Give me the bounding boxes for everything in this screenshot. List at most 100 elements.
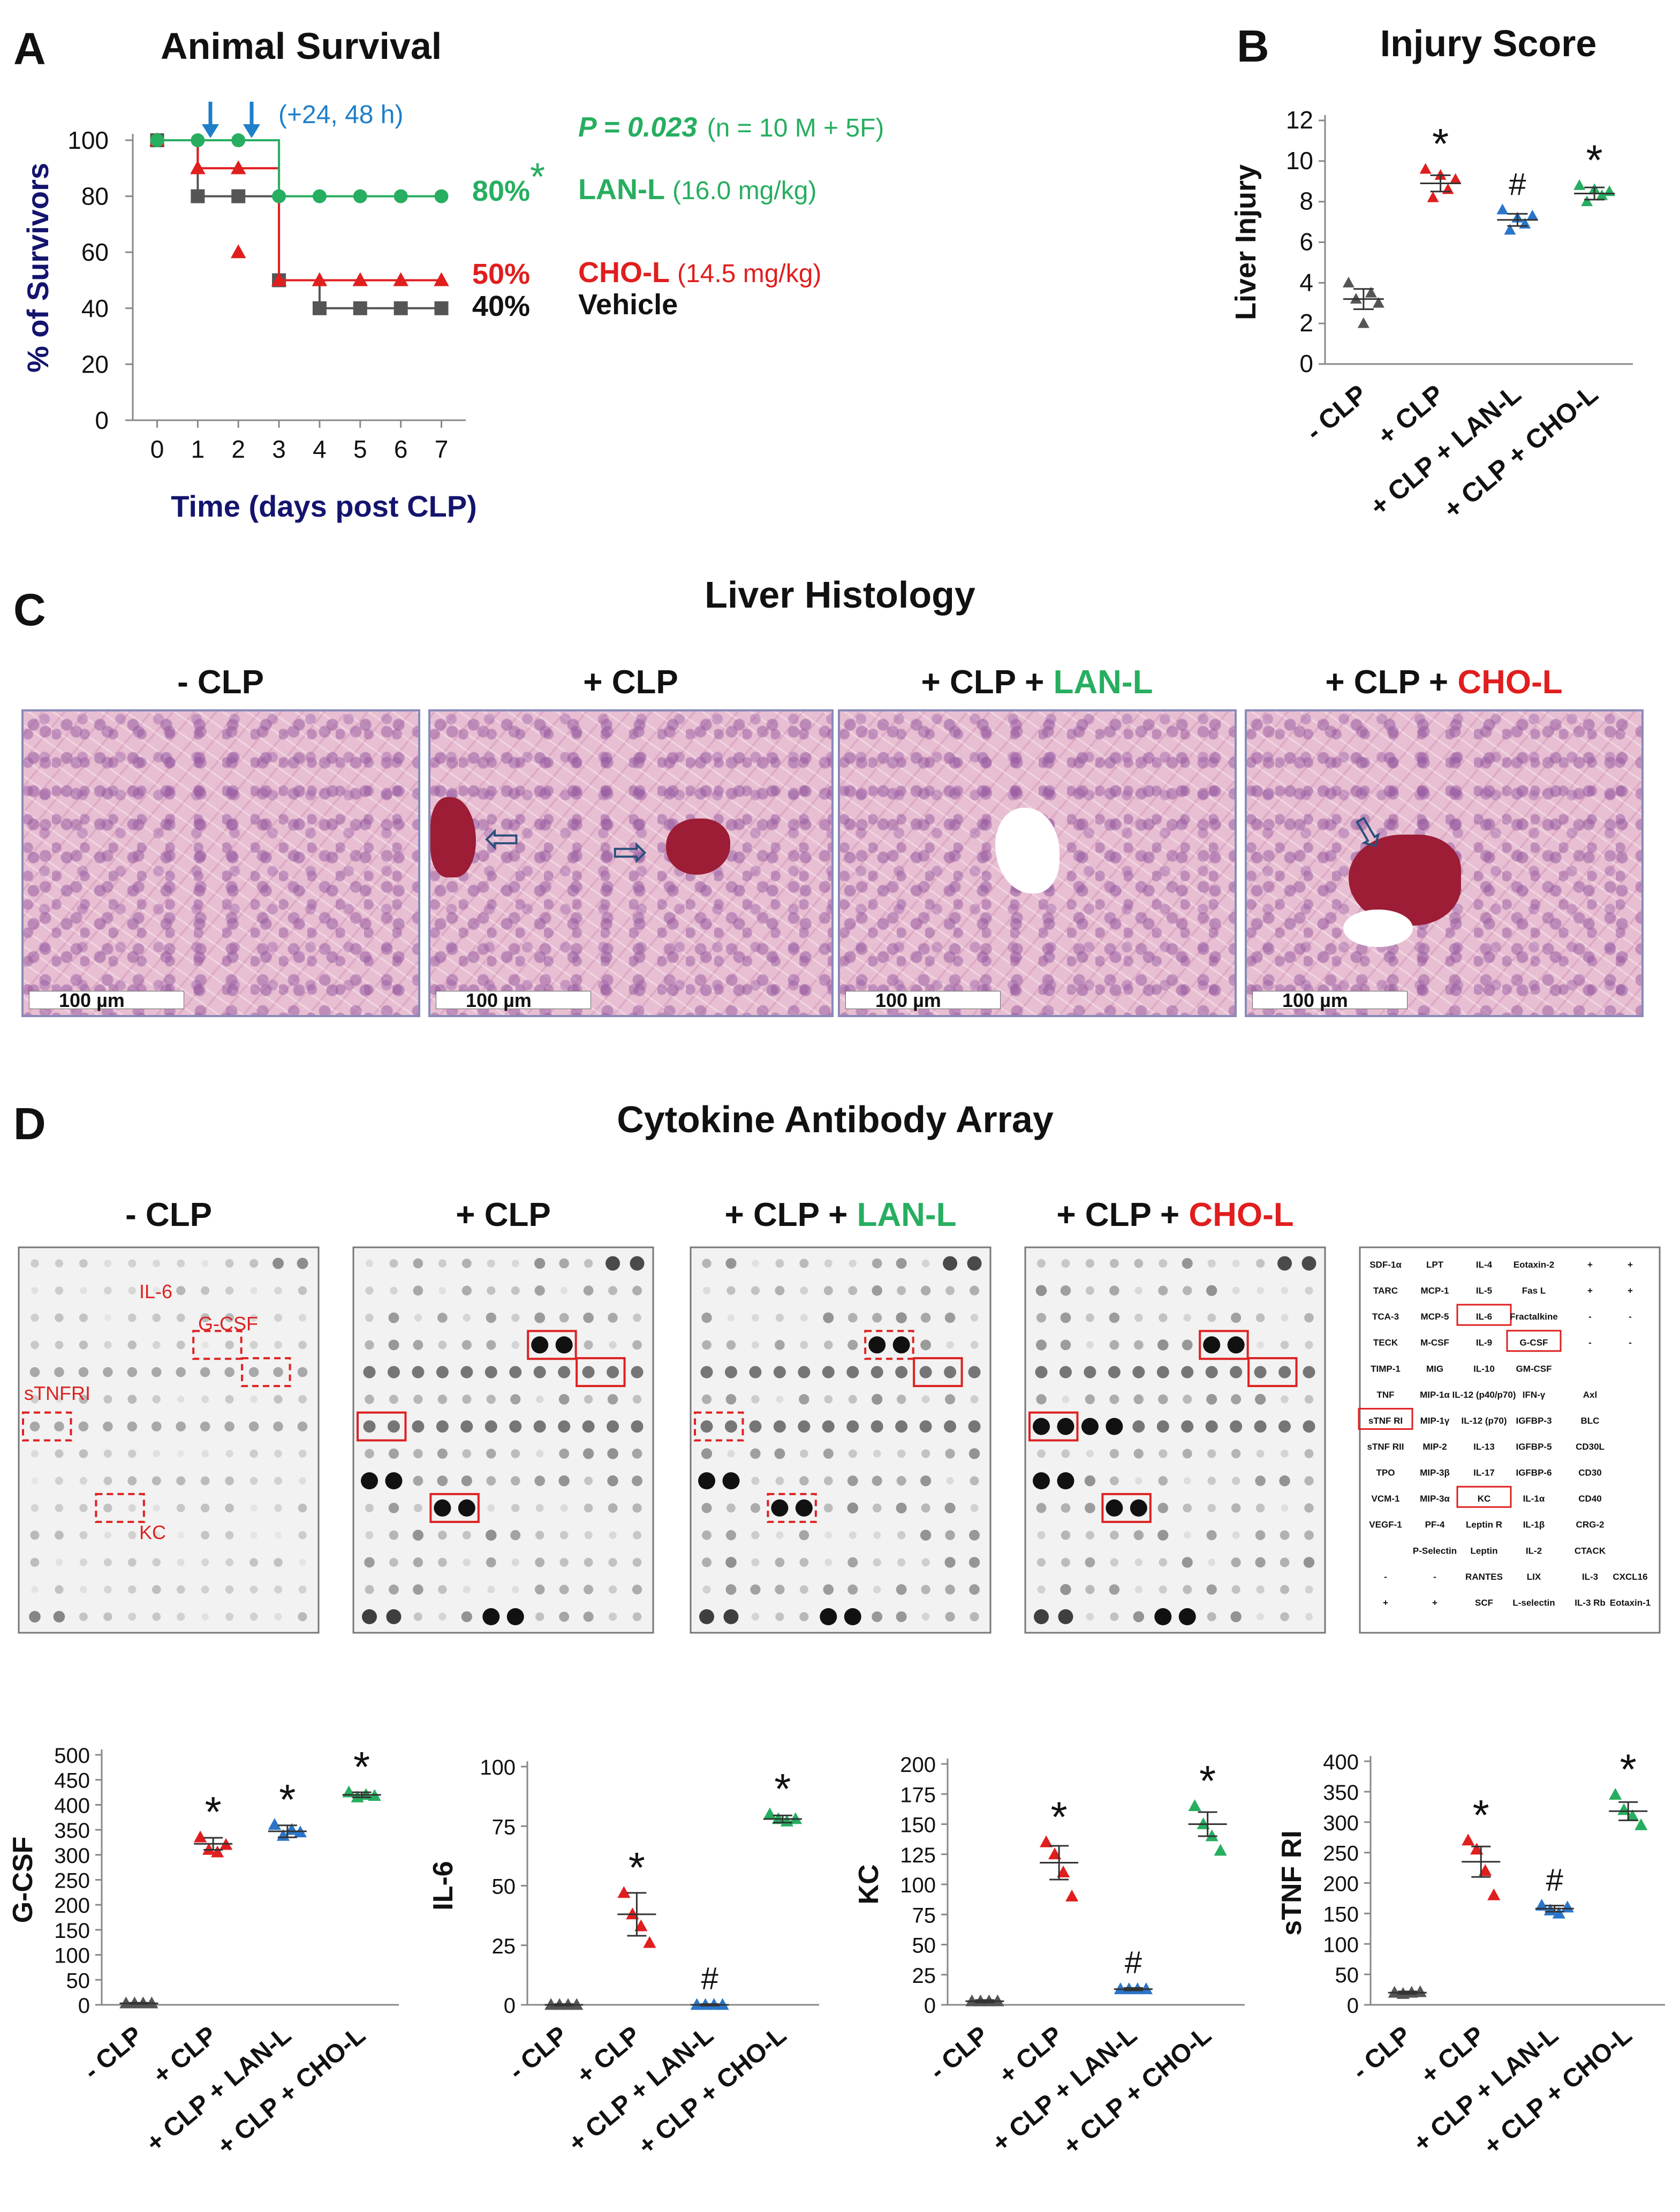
array-spot xyxy=(249,1476,258,1485)
array-spot xyxy=(225,1531,234,1540)
y-tick-label: 100 xyxy=(1323,1933,1359,1957)
array-spot xyxy=(1085,1313,1094,1322)
array-spot xyxy=(434,1499,451,1517)
array-spot xyxy=(362,1609,377,1624)
array-spot xyxy=(275,1532,282,1539)
key-cell: IL-9 xyxy=(1476,1338,1492,1348)
array-spot xyxy=(920,1475,932,1487)
array-spot xyxy=(1278,1420,1291,1433)
array-spot xyxy=(823,1340,833,1350)
array-spot xyxy=(582,1448,594,1459)
array-spot xyxy=(920,1285,931,1296)
array-spot xyxy=(273,1421,283,1431)
array-spot xyxy=(632,1558,642,1567)
key-cell: + xyxy=(1383,1597,1388,1608)
array-spot xyxy=(1207,1259,1216,1268)
array-spot xyxy=(225,1476,234,1486)
highlight-box xyxy=(767,1493,817,1523)
array-spot xyxy=(751,1558,760,1566)
array-spot xyxy=(921,1449,930,1458)
y-tick-label: 50 xyxy=(492,1875,516,1899)
array-spot xyxy=(800,1449,808,1458)
group-treatment: LAN-L xyxy=(857,1196,957,1233)
array-spot xyxy=(798,1366,811,1378)
array-spot xyxy=(511,1286,520,1295)
significance-star: * xyxy=(629,1844,645,1891)
array-spot xyxy=(225,1259,234,1268)
y-tick-label: 100 xyxy=(900,1874,936,1897)
array-spot xyxy=(249,1259,259,1268)
array-spot xyxy=(54,1421,64,1431)
histology-image-4: ⇨ 100 µm xyxy=(1245,709,1644,1017)
array-spot xyxy=(1183,1395,1192,1404)
array-spot xyxy=(1207,1449,1216,1458)
array-spot xyxy=(970,1504,979,1512)
group-prefix: + CLP + xyxy=(921,664,1054,701)
group-prefix: + CLP xyxy=(456,1196,550,1233)
array-spot xyxy=(128,1504,136,1512)
array-spot xyxy=(609,1531,617,1539)
array-spot xyxy=(177,1532,185,1539)
array-spot xyxy=(224,1367,234,1377)
survival-point xyxy=(353,189,367,203)
array-spot xyxy=(176,1421,186,1431)
array-spot xyxy=(1279,1475,1290,1487)
y-tick-label: 50 xyxy=(1335,1964,1359,1987)
array-spot xyxy=(1109,1394,1119,1404)
y-tick-label: 10 xyxy=(1286,147,1313,175)
key-cell: TARC xyxy=(1373,1286,1398,1296)
data-point xyxy=(1526,209,1539,221)
array-spot xyxy=(1232,1531,1240,1539)
array-spot xyxy=(847,1313,858,1323)
array-spot xyxy=(1255,1503,1265,1513)
array-spot xyxy=(727,1286,736,1295)
array-spot xyxy=(297,1257,308,1269)
spot-label-kc: KC xyxy=(139,1521,166,1543)
array-spot xyxy=(55,1504,64,1512)
array-spot xyxy=(872,1503,882,1513)
survival-point xyxy=(230,244,246,259)
array-spot xyxy=(176,1476,186,1486)
array-spot xyxy=(774,1448,785,1459)
array-spot xyxy=(1183,1286,1192,1296)
data-point xyxy=(1603,185,1616,196)
array-spot xyxy=(1157,1339,1169,1351)
array-spot xyxy=(1207,1476,1216,1485)
array-spot xyxy=(274,1558,283,1567)
array-spot xyxy=(896,1611,907,1622)
data-point xyxy=(544,1998,558,2010)
key-cell: LPT xyxy=(1426,1260,1444,1270)
legend-name: LAN-L xyxy=(578,173,665,206)
array-spot xyxy=(1301,1256,1316,1271)
array-spot xyxy=(1280,1340,1289,1350)
array-spot xyxy=(153,1531,161,1539)
y-tick-label: 75 xyxy=(912,1904,936,1927)
array-spot xyxy=(944,1557,956,1568)
array-spot xyxy=(1255,1313,1265,1322)
congestion-region xyxy=(666,819,730,875)
array-spot xyxy=(273,1367,283,1377)
array-spot xyxy=(1085,1585,1095,1594)
array-spot xyxy=(872,1611,883,1622)
array-spot xyxy=(607,1448,618,1459)
scale-bar: 100 µm xyxy=(436,991,591,1010)
data-point xyxy=(202,1843,216,1855)
data-point xyxy=(771,1812,785,1824)
array-spot xyxy=(249,1612,258,1621)
panel-d: D Cytokine Antibody Array - CLP + CLP + CL… xyxy=(7,1099,1665,2161)
array-spot xyxy=(872,1393,883,1405)
array-spot xyxy=(274,1286,282,1295)
array-spot xyxy=(1231,1476,1240,1485)
array-spot xyxy=(846,1366,859,1378)
array-spot xyxy=(103,1421,113,1431)
survival-point xyxy=(231,189,246,203)
array-spot xyxy=(897,1531,906,1540)
array-spot xyxy=(1231,1394,1242,1405)
key-cell: LIX xyxy=(1527,1572,1541,1582)
array-spot xyxy=(414,1314,422,1322)
array-spot xyxy=(510,1394,521,1405)
array-spot xyxy=(1304,1395,1314,1404)
array-spot xyxy=(438,1612,447,1621)
array-spot xyxy=(820,1608,837,1625)
key-cell: CD40 xyxy=(1578,1494,1601,1504)
